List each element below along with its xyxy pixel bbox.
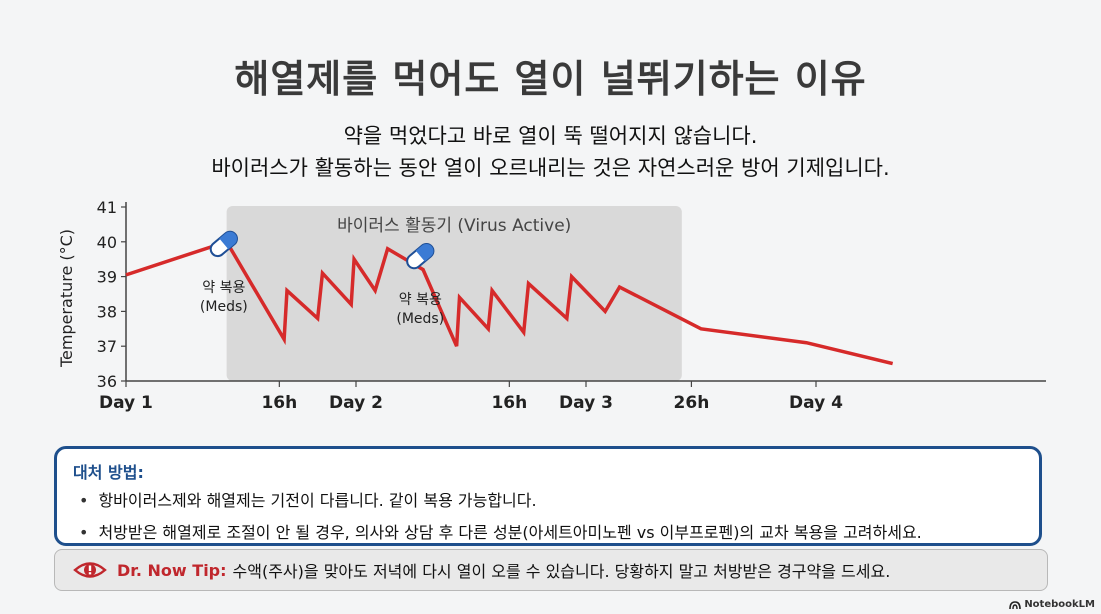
virus-active-region xyxy=(226,206,682,381)
meds-annotation-sublabel: (Meds) xyxy=(200,299,248,315)
temperature-series-line xyxy=(125,239,894,366)
x-tick-label: 16h xyxy=(261,393,297,413)
y-tick-label: 38 xyxy=(97,302,117,321)
x-tick-label: Day 4 xyxy=(789,393,843,413)
x-tick-label: 26h xyxy=(674,393,710,413)
pill-icon xyxy=(209,230,238,258)
x-tick-label: 16h xyxy=(491,393,527,413)
y-tick-label: 36 xyxy=(97,372,117,391)
notebooklm-logo-icon xyxy=(1009,600,1022,609)
tip-label: Dr. Now Tip: xyxy=(117,560,227,580)
brand-mark: NotebookLM xyxy=(1009,599,1095,610)
subtitle-line-2: 바이러스가 활동하는 동안 열이 오르내리는 것은 자연스러운 방어 기제입니다… xyxy=(211,156,890,180)
pill-icon xyxy=(406,242,435,270)
meds-annotation-label: 약 복용 xyxy=(399,292,442,308)
y-tick-label: 40 xyxy=(97,233,117,252)
meds-annotation-label: 약 복용 xyxy=(202,280,245,296)
x-tick-label: Day 2 xyxy=(329,393,383,413)
doctor-tip-bar: Dr. Now Tip: 수액(주사)을 맞아도 저녁에 다시 열이 오를 수 … xyxy=(54,549,1048,591)
y-tick-label: 41 xyxy=(97,198,117,217)
coping-heading: 대처 방법: xyxy=(73,463,144,482)
coping-list: 항바이러스제와 해열제는 기전이 다릅니다. 같이 복용 가능합니다. 처방받은… xyxy=(79,487,922,551)
y-tick-label: 39 xyxy=(97,268,117,287)
coping-item: 처방받은 해열제로 조절이 안 될 경우, 의사와 상담 후 다른 성분(아세트… xyxy=(79,519,921,543)
y-axis-label: Temperature (°C) xyxy=(57,229,76,368)
coping-item: 항바이러스제와 해열제는 기전이 다릅니다. 같이 복용 가능합니다. xyxy=(79,487,922,511)
tip-text: 수액(주사)을 맞아도 저녁에 다시 열이 오를 수 있습니다. 당황하지 말고… xyxy=(232,562,891,581)
eye-alert-icon xyxy=(73,557,107,583)
virus-active-label: 바이러스 활동기 (Virus Active) xyxy=(337,216,571,236)
page-title: 해열제를 먹어도 열이 널뛰기하는 이유 xyxy=(234,57,867,101)
meds-annotation-sublabel: (Meds) xyxy=(396,311,444,327)
y-tick-label: 37 xyxy=(97,337,117,356)
brand-name: NotebookLM xyxy=(1024,599,1095,610)
subtitle-line-1: 약을 먹었다고 바로 열이 뚝 떨어지지 않습니다. xyxy=(343,124,758,148)
x-tick-label: Day 1 xyxy=(99,393,153,413)
temperature-chart: 바이러스 활동기 (Virus Active) 36 37 38 39 40 41 Tempe… xyxy=(57,198,1046,413)
x-tick-label: Day 3 xyxy=(559,393,613,413)
coping-methods-box: 대처 방법: 항바이러스제와 해열제는 기전이 다릅니다. 같이 복용 가능합니… xyxy=(54,446,1042,546)
